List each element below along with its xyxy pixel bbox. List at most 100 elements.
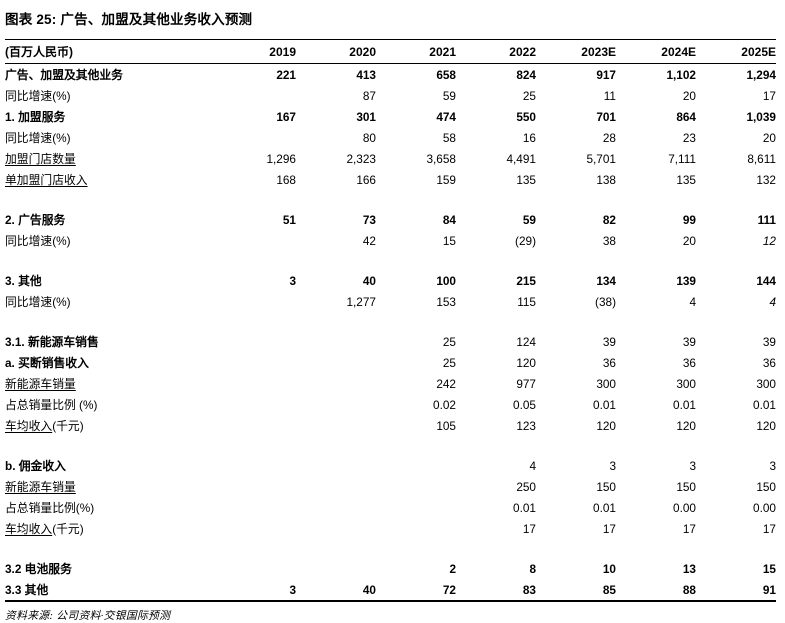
spacer-row [5, 436, 776, 455]
value-cell: 38 [602, 233, 616, 248]
value-cell: 80 [362, 130, 376, 145]
value-cell: 5,701 [586, 151, 616, 166]
value-cell: 120 [596, 418, 616, 433]
spacer-row [5, 190, 776, 209]
value-cell: 300 [756, 376, 776, 391]
value-cell: 17 [762, 521, 776, 536]
value-cell: 105 [436, 418, 456, 433]
value-cell: 17 [682, 521, 696, 536]
value-cell: 4 [769, 294, 776, 309]
value-cell: 87 [362, 88, 376, 103]
value-cell: 3 [769, 458, 776, 473]
value-cell: 134 [596, 273, 616, 288]
value-cell: 83 [456, 579, 536, 602]
row-label: 单加盟门店收入 [5, 173, 88, 187]
value-cell: 20 [762, 130, 776, 145]
table-row: 占总销量比例 (%) 0.02 0.05 0.01 0.01 0.01 [5, 394, 776, 415]
value-cell: 150 [676, 479, 696, 494]
value-cell: 100 [436, 273, 456, 288]
value-cell: 20 [682, 233, 696, 248]
value-cell: 91 [696, 579, 776, 602]
value-cell: 25 [522, 88, 536, 103]
value-cell: 300 [596, 376, 616, 391]
value-cell [296, 558, 376, 579]
value-cell: 73 [362, 212, 376, 227]
value-cell: 28 [602, 130, 616, 145]
value-cell: 2 [449, 561, 456, 576]
value-cell: 39 [762, 334, 776, 349]
value-cell: (29) [515, 233, 536, 248]
table-row: 同比增速(%) 42 15 (29) 38 20 12 [5, 230, 776, 251]
value-cell [216, 558, 296, 579]
value-cell: 153 [436, 294, 456, 309]
col-header-2024e: 2024E [616, 39, 696, 64]
col-header-2019: 2019 [216, 39, 296, 64]
table-row: 新能源车销量 250 150 150 150 [5, 476, 776, 497]
value-cell: 0.01 [673, 397, 696, 412]
value-cell: 25 [442, 355, 456, 370]
value-cell: 11 [603, 88, 616, 103]
table-row: a. 买断销售收入 25 120 36 36 36 [5, 352, 776, 373]
table-row: 广告、加盟及其他业务 221 413 658 824 917 1,102 1,294 [5, 64, 776, 86]
value-cell: 3 [609, 458, 616, 473]
value-cell: 0.01 [593, 500, 616, 515]
value-cell [216, 230, 296, 251]
value-cell [216, 415, 296, 436]
spacer-cell [5, 190, 776, 209]
value-cell: 917 [596, 67, 616, 82]
value-cell: 4,491 [506, 151, 536, 166]
value-cell: 0.02 [433, 397, 456, 412]
value-cell: (38) [595, 294, 616, 309]
value-cell [216, 455, 296, 476]
value-cell: 13 [682, 561, 696, 576]
table-row: 同比增速(%) 87 59 25 11 20 17 [5, 85, 776, 106]
value-cell: 36 [602, 355, 616, 370]
value-cell: 39 [682, 334, 696, 349]
value-cell: 7,111 [668, 151, 696, 166]
value-cell: 40 [362, 273, 376, 288]
value-cell [376, 497, 456, 518]
table-row: 3.2 电池服务 2 8 10 13 15 [5, 558, 776, 579]
value-cell: 0.01 [753, 397, 776, 412]
row-label: 新能源车销量 [5, 377, 76, 391]
value-cell: 85 [536, 579, 616, 602]
spacer-row [5, 539, 776, 558]
value-cell [296, 415, 376, 436]
value-cell: 23 [682, 130, 696, 145]
row-label: 3.2 电池服务 [5, 562, 72, 576]
value-cell: 16 [522, 130, 536, 145]
value-cell: 139 [676, 273, 696, 288]
value-cell: 0.01 [513, 500, 536, 515]
col-header-2025e: 2025E [696, 39, 776, 64]
value-cell [216, 331, 296, 352]
value-cell: 4 [529, 458, 536, 473]
value-cell: 1,102 [666, 67, 696, 82]
spacer-cell [5, 312, 776, 331]
value-cell: 250 [516, 479, 536, 494]
row-label: 广告、加盟及其他业务 [5, 68, 123, 82]
value-cell: 8 [529, 561, 536, 576]
value-cell [216, 127, 296, 148]
value-cell: 120 [516, 355, 536, 370]
value-cell: 115 [517, 294, 536, 309]
value-cell: 3 [289, 273, 296, 288]
value-cell: 413 [356, 67, 376, 82]
value-cell: 977 [516, 376, 536, 391]
value-cell: 301 [356, 109, 376, 124]
table-row: 3. 其他 3 40 100 215 134 139 144 [5, 270, 776, 291]
value-cell [216, 394, 296, 415]
value-cell: 58 [442, 130, 456, 145]
value-cell: 1,039 [746, 109, 776, 124]
value-cell: 168 [276, 172, 296, 187]
value-cell: 242 [436, 376, 456, 391]
value-cell: 17 [602, 521, 616, 536]
figure-title: 图表 25: 广告、加盟及其他业务收入预测 [5, 12, 253, 27]
value-cell: 123 [516, 418, 536, 433]
value-cell: 0.01 [593, 397, 616, 412]
value-cell [376, 476, 456, 497]
source-note: 资料来源: 公司资料·交银国际预测 [5, 610, 171, 622]
value-cell: 221 [276, 67, 296, 82]
value-cell: 111 [757, 212, 776, 227]
row-label: 3.1. 新能源车销售 [5, 335, 99, 349]
value-cell: 8,611 [747, 151, 776, 166]
